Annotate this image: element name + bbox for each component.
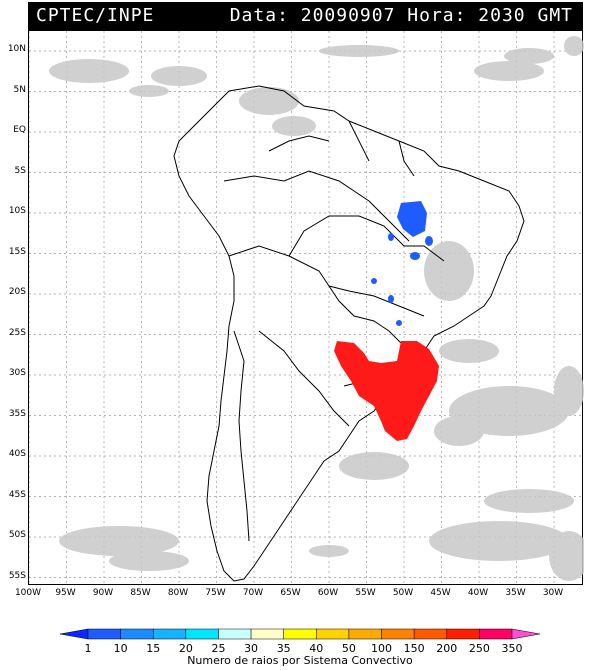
header-source: CPTEC/INPE xyxy=(36,5,155,26)
legend-swatch xyxy=(152,628,187,640)
lon-label: 40W xyxy=(467,588,489,598)
lat-label: 20S xyxy=(8,287,26,297)
lon-label: 80W xyxy=(167,588,189,598)
legend-swatch xyxy=(316,628,350,640)
lon-label: 85W xyxy=(130,588,151,598)
lat-label: 30S xyxy=(8,368,26,378)
lat-label: 45S xyxy=(8,489,26,500)
lat-label: 10S xyxy=(8,206,26,216)
legend-tick-label: 10 xyxy=(113,642,128,655)
lon-label: 55W xyxy=(355,588,376,598)
title-bar: CPTEC/INPE Data: 20090907 Hora: 2030 GMT xyxy=(28,2,583,30)
lon-label: 50W xyxy=(392,588,414,598)
lat-label: 50S xyxy=(8,530,26,540)
header-datetime: Data: 20090907 Hora: 2030 GMT xyxy=(229,5,573,26)
legend-tick-label: 250 xyxy=(468,642,490,655)
legend-tick-label: 1 xyxy=(84,642,92,655)
lon-label: 95W xyxy=(55,588,76,598)
lat-label: 10N xyxy=(7,44,26,54)
convective-systems-red xyxy=(334,341,439,441)
lon-label: 65W xyxy=(280,588,301,598)
legend-swatch xyxy=(479,628,513,640)
legend-tick-label: 100 xyxy=(371,642,393,655)
lat-label: EQ xyxy=(13,125,26,135)
legend-swatch xyxy=(381,628,415,640)
lat-label: 55S xyxy=(8,570,26,581)
lat-label: 15S xyxy=(8,246,26,257)
legend-swatch xyxy=(446,628,480,640)
legend-tick-label: 350 xyxy=(501,642,523,655)
lon-label: 90W xyxy=(92,588,114,598)
legend-tick-label: 200 xyxy=(436,642,458,655)
cloud-cover xyxy=(49,36,584,581)
legend-caption: Numero de raios por Sistema Convectivo xyxy=(187,654,413,667)
map-frame xyxy=(28,30,584,586)
convective-systems-blue xyxy=(371,201,433,326)
lon-label: 45W xyxy=(430,588,451,598)
legend-swatch xyxy=(185,628,219,640)
legend-swatch xyxy=(413,628,448,640)
legend-swatch xyxy=(250,628,284,640)
legend-arrow-right xyxy=(511,628,541,640)
legend-tick-label: 150 xyxy=(403,642,425,655)
lon-label: 60W xyxy=(317,588,339,598)
lon-label: 100W xyxy=(14,588,42,598)
legend-tick-label: 25 xyxy=(211,642,226,655)
color-legend xyxy=(59,628,541,640)
lon-label: 30W xyxy=(542,588,564,598)
lat-label: 40S xyxy=(8,449,26,459)
lon-label: 35W xyxy=(505,588,526,598)
map-canvas xyxy=(29,31,584,586)
lat-label: 5N xyxy=(13,84,26,95)
legend-swatch xyxy=(348,628,382,640)
legend-swatch xyxy=(120,628,154,640)
coastline xyxy=(173,85,525,582)
lat-label: 35S xyxy=(8,408,26,419)
legend-tick-label: 20 xyxy=(178,642,193,655)
legend-swatch xyxy=(87,628,121,640)
lat-label: 5S xyxy=(14,165,26,176)
legend-tick-label: 30 xyxy=(244,642,259,655)
legend-tick-label: 35 xyxy=(276,642,291,655)
legend-swatch xyxy=(218,628,252,640)
legend-tick-label: 50 xyxy=(341,642,356,655)
lon-label: 75W xyxy=(205,588,226,598)
legend-tick-label: 15 xyxy=(146,642,161,655)
lat-label: 25S xyxy=(8,327,26,338)
legend-tick-label: 40 xyxy=(309,642,324,655)
legend-swatch xyxy=(283,628,317,640)
lon-label: 70W xyxy=(242,588,264,598)
legend-arrow-left xyxy=(59,628,89,640)
